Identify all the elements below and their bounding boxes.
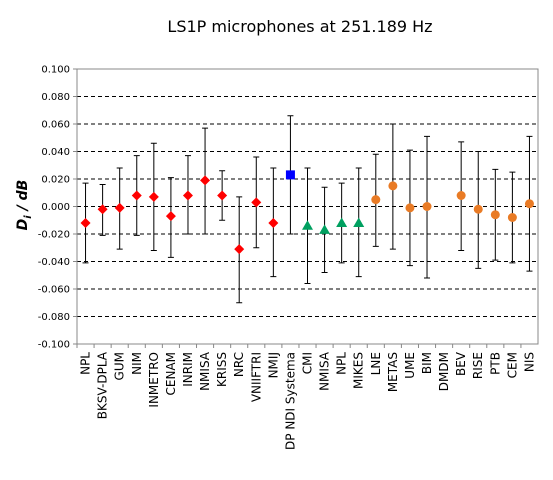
y-tick-label: -0.020: [38, 230, 70, 241]
x-tick-label: MIKES: [352, 352, 366, 389]
x-tick-label: NRC: [232, 352, 246, 377]
data-point-diamond: [131, 190, 142, 201]
y-tick-label: 0.000: [41, 202, 70, 213]
y-tick-labels: 0.100 0.080 0.060 0.040 0.020 0.000 -0.020 -0.0…: [38, 65, 77, 351]
x-tick-label: NPL: [335, 352, 349, 375]
data-point-diamond: [114, 202, 125, 213]
data-point-diamond: [80, 218, 91, 228]
data-point-circle: [507, 213, 517, 222]
data-point-circle: [422, 202, 432, 211]
x-tick-label: NIM: [130, 352, 144, 375]
x-tick-label: CENAM: [164, 352, 178, 396]
data-point-diamond: [165, 211, 176, 222]
data-point-circle: [456, 191, 466, 200]
x-tick-label: VNIIFTRI: [249, 352, 263, 402]
data-point-diamond: [200, 175, 211, 186]
y-axis-label-main: D: [15, 219, 31, 231]
y-tick-label: 0.060: [41, 120, 70, 131]
data-point-circle: [371, 195, 381, 205]
y-tick-label: -0.040: [38, 257, 70, 268]
x-tick-label: CMI: [301, 352, 315, 374]
data-point-diamond: [148, 191, 159, 202]
x-tick-label: RISE: [471, 352, 485, 379]
error-bars: [82, 115, 533, 304]
data-point-triangle: [302, 220, 313, 230]
data-point-circle: [473, 204, 483, 214]
y-axis-label-sub: i: [23, 215, 34, 219]
data-point-diamond: [268, 218, 279, 228]
x-tick-label: BIM: [420, 352, 434, 374]
y-axis-label: Di / dB: [15, 180, 34, 231]
x-tick-label: NPL: [79, 352, 93, 375]
data-markers: [80, 170, 534, 255]
x-tick-label: BEV: [454, 351, 468, 376]
x-tick-label: PTB: [488, 352, 502, 375]
data-point-circle: [490, 210, 500, 220]
y-axis-label-unit: / dB: [15, 180, 31, 216]
x-tick-label: NIS: [522, 352, 536, 372]
y-tick-label: 0.080: [41, 92, 70, 103]
x-tick-label: BKSV-DPLA: [96, 351, 110, 419]
y-tick-label: 0.020: [41, 175, 70, 186]
data-point-diamond: [251, 197, 262, 208]
x-tick-label: NMISA: [318, 351, 332, 391]
data-point-diamond: [182, 190, 193, 201]
x-tick-label: GUM: [113, 352, 127, 380]
y-tick-label: 0.040: [41, 147, 70, 158]
data-point-triangle: [336, 217, 348, 227]
x-tick-label: NMIJ: [266, 352, 280, 378]
data-point-diamond: [234, 244, 245, 255]
chart-title: LS1P microphones at 251.189 Hz: [167, 17, 433, 36]
x-tick-label: LNE: [369, 352, 383, 375]
x-tick-label: DP NDI Systema: [283, 352, 297, 450]
x-tick-label: NMISA: [198, 351, 212, 391]
data-point-diamond: [217, 190, 228, 201]
x-tick-label: UME: [403, 352, 417, 379]
data-point-square: [285, 170, 295, 180]
x-tick-label: INRIM: [181, 352, 195, 387]
y-tick-label: 0.100: [41, 65, 70, 76]
data-point-diamond: [97, 204, 108, 215]
data-point-triangle: [353, 217, 365, 227]
x-tick-label: CEM: [505, 352, 519, 378]
data-point-triangle: [319, 224, 331, 234]
data-point-circle: [524, 199, 534, 209]
x-tick-label: DMDM: [437, 352, 451, 391]
x-tick-labels: NPL BKSV-DPLA GUM NIM INMETRO CENAM INRIM NMISA…: [76, 344, 536, 450]
y-tick-label: -0.080: [38, 312, 70, 323]
y-tick-label: -0.060: [38, 285, 70, 296]
data-point-circle: [405, 203, 415, 213]
data-point-circle: [388, 181, 398, 191]
x-tick-label: INMETRO: [147, 352, 161, 408]
x-tick-label: KRISS: [215, 352, 229, 387]
y-tick-label: -0.100: [38, 340, 70, 351]
x-tick-label: METAS: [386, 352, 400, 392]
